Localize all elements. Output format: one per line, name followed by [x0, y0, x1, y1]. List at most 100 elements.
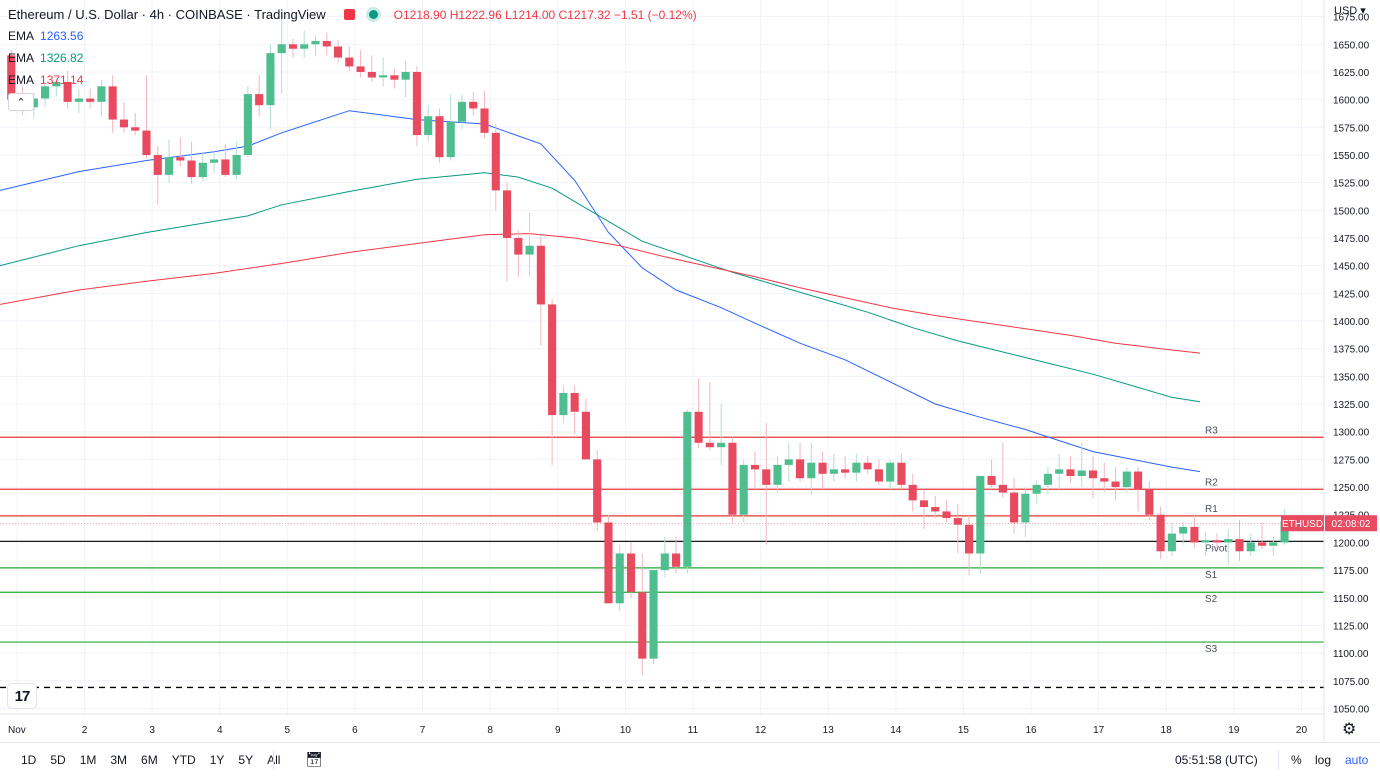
time-tick-label: 12 — [755, 725, 767, 736]
candle-down — [964, 514, 974, 576]
time-tick-label: 7 — [420, 725, 426, 736]
candle-up — [266, 44, 275, 130]
candle-up — [660, 536, 669, 578]
candle-up — [1077, 442, 1086, 488]
tradingview-logo[interactable]: 17 — [8, 684, 36, 708]
candle-body — [412, 71, 421, 136]
price-tick-label: 1100.00 — [1333, 649, 1369, 660]
countdown-tag-text: 02:08:02 — [1332, 519, 1371, 530]
candle-up — [1043, 467, 1052, 495]
candle-up — [1224, 529, 1233, 565]
candle-down — [1235, 520, 1244, 562]
collapse-legend-button[interactable]: ⌃ — [8, 93, 34, 111]
timeframe-1d[interactable]: 1D — [21, 752, 37, 767]
ema-legend-3[interactable]: EMA 1371.14 — [8, 73, 83, 87]
price-tick-label: 1600.00 — [1333, 96, 1370, 107]
candle-up — [852, 453, 861, 482]
candle-up — [1055, 453, 1064, 490]
candle-down — [322, 33, 331, 56]
candle-body — [7, 55, 16, 100]
price-axis[interactable]: 1050.00 1075.00 1100.00 1125.00 1150.00 1175.… — [1333, 13, 1370, 716]
log-toggle[interactable]: log — [1315, 753, 1332, 767]
candle-down — [795, 442, 805, 482]
candle-body — [1100, 478, 1109, 482]
candle-body — [1111, 481, 1120, 488]
candle-body — [604, 522, 613, 604]
utc-clock[interactable]: 05:51:58 (UTC) — [1175, 753, 1258, 767]
price-tick-label: 1125.00 — [1333, 621, 1369, 632]
candle-down — [536, 234, 545, 346]
candle-body — [964, 524, 974, 554]
candle-body — [976, 476, 985, 554]
candle-body — [581, 411, 590, 460]
candle-up — [52, 77, 61, 97]
candle-body — [491, 132, 500, 191]
time-tick-label: 19 — [1228, 725, 1240, 736]
ema-fast-line — [0, 110, 1201, 473]
candle-body — [919, 500, 929, 507]
pivot-levels: R3 R2 R1 Pivot S1 S2 S3 — [0, 425, 1324, 689]
timeframe-3m[interactable]: 3M — [110, 752, 128, 767]
percent-toggle[interactable]: % — [1291, 753, 1302, 767]
candle-body — [119, 119, 129, 128]
auto-toggle[interactable]: auto — [1345, 753, 1369, 767]
candle-body — [390, 75, 399, 80]
candle-down — [626, 542, 636, 598]
candle-down — [412, 66, 421, 147]
timeframe-5d[interactable]: 5D — [50, 752, 66, 767]
candle-body — [1021, 493, 1030, 523]
candle-body — [266, 53, 275, 106]
price-tick-label: 1450.00 — [1333, 262, 1370, 273]
timeframe-ytd[interactable]: YTD — [171, 752, 196, 767]
timeframe-5y[interactable]: 5Y — [238, 752, 254, 767]
candle-body — [311, 40, 320, 45]
currency-button[interactable]: USD ▾ — [1334, 4, 1366, 17]
candle-body — [345, 57, 354, 67]
time-axis[interactable]: Nov 2 3 4 5 6 7 8 9 10 11 12 13 14 15 16 17 18 19 20 — [8, 725, 1307, 736]
ema-legend-2[interactable]: EMA 1326.82 — [8, 51, 83, 65]
ema-lines — [0, 110, 1201, 473]
gear-icon[interactable]: ⚙ — [1342, 721, 1357, 738]
candle-body — [1179, 526, 1188, 534]
price-tick-label: 1375.00 — [1333, 345, 1370, 356]
ema-slow-line — [0, 233, 1201, 354]
candle-body — [514, 238, 523, 255]
timeframe-6m[interactable]: 6M — [141, 752, 158, 767]
candle-body — [469, 101, 478, 109]
candle-body — [1235, 539, 1244, 552]
calendar-icon[interactable]: 📅︎ — [305, 751, 324, 767]
candle-body — [277, 44, 286, 54]
toolbar-divider — [1278, 751, 1279, 769]
candle-down — [435, 108, 444, 163]
candle-body — [243, 94, 252, 155]
alert-flag-icon[interactable] — [343, 9, 355, 20]
candle-body — [503, 190, 512, 238]
candle-body — [221, 159, 230, 175]
candle-body — [750, 464, 760, 470]
candle-body — [1055, 469, 1064, 474]
candle-down — [1190, 514, 1199, 548]
timeframe-1m[interactable]: 1M — [79, 752, 97, 767]
time-tick-label: 18 — [1161, 725, 1173, 736]
candle-up — [784, 442, 793, 482]
high-value: H1222.96 — [449, 7, 502, 22]
symbol-title[interactable]: Ethereum / U.S. Dollar · 4h · COINBASE ·… — [8, 7, 326, 22]
candle-body — [683, 411, 692, 567]
candle-down — [908, 473, 917, 512]
symbol-tag — [1281, 515, 1324, 532]
timeframe-1y[interactable]: 1Y — [209, 752, 225, 767]
candle-up — [300, 30, 309, 58]
candle-body — [1043, 473, 1052, 485]
candle-body — [897, 462, 906, 485]
candle-body — [108, 86, 117, 120]
candle-body — [187, 160, 196, 178]
candle-body — [322, 40, 331, 47]
candle-down — [176, 137, 185, 167]
level-label: S2 — [1205, 594, 1218, 605]
candle-body — [1201, 540, 1210, 543]
price-tick-label: 1250.00 — [1333, 483, 1370, 494]
candle-body — [1190, 526, 1199, 543]
price-tick-label: 1500.00 — [1333, 206, 1370, 217]
ema-legend-1[interactable]: EMA 1263.56 — [8, 29, 83, 43]
